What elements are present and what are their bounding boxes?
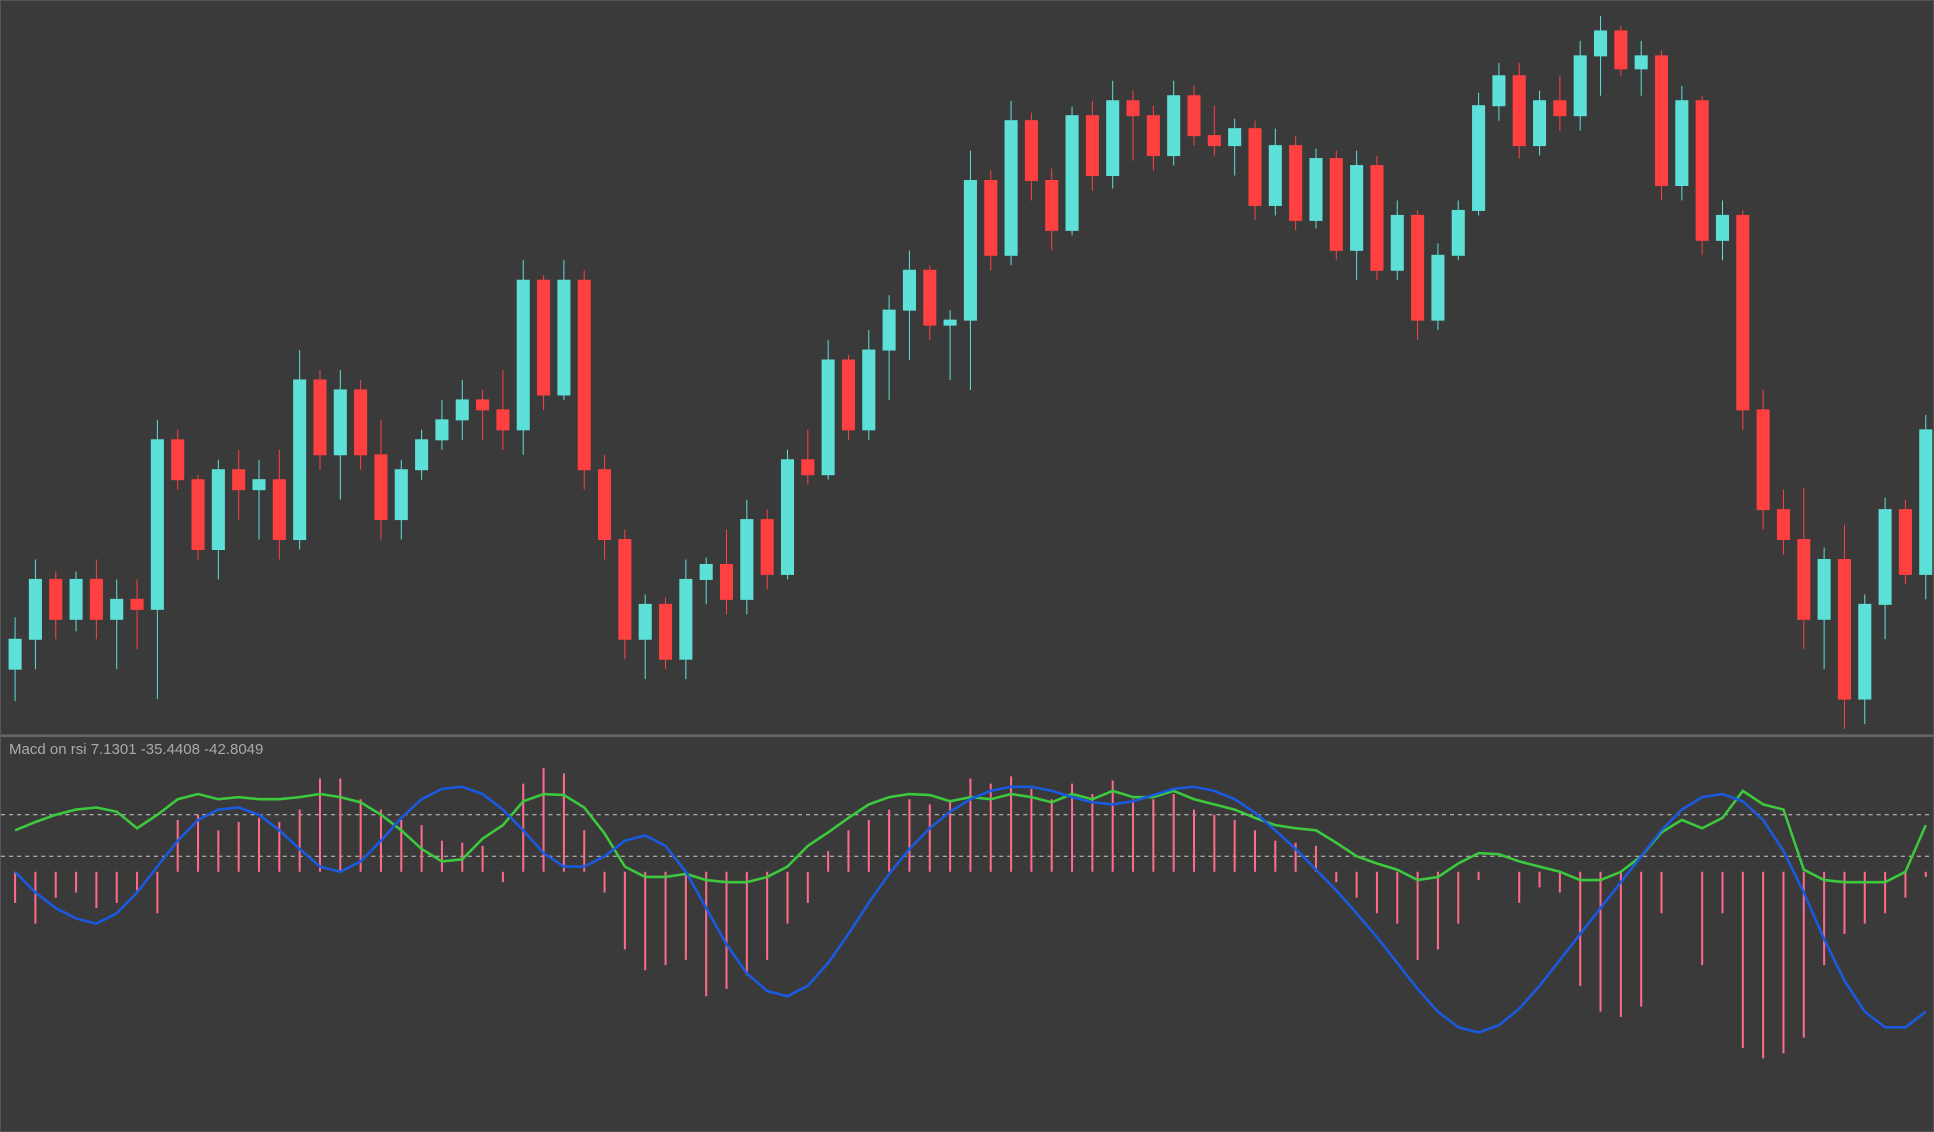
- candlestick-svg: [1, 1, 1933, 734]
- indicator-svg: [1, 737, 1933, 1131]
- indicator-label: Macd on rsi 7.1301 -35.4408 -42.8049: [9, 741, 263, 758]
- chart-container: Macd on rsi 7.1301 -35.4408 -42.8049: [0, 0, 1934, 1132]
- indicator-panel[interactable]: Macd on rsi 7.1301 -35.4408 -42.8049: [0, 735, 1934, 1132]
- main-price-chart[interactable]: [0, 0, 1934, 735]
